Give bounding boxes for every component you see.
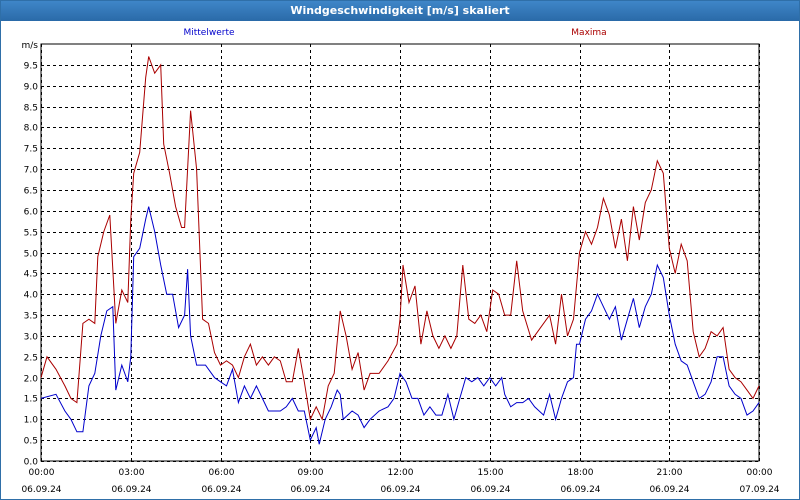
y-tick-label: 4.5 [24, 270, 38, 280]
x-tick-date: 06.09.24 [560, 485, 600, 495]
y-tick-label: 1.5 [24, 395, 38, 405]
y-axis-unit: m/s [22, 41, 39, 51]
x-tick-time: 06:00 [209, 468, 235, 478]
x-tick-date: 07.09.24 [739, 485, 779, 495]
plot-area [40, 43, 760, 462]
x-tick-date: 06.09.24 [380, 485, 420, 495]
y-tick-label: 3.0 [24, 333, 39, 343]
x-tick-time: 21:00 [657, 468, 683, 478]
legend-label-mittelwerte: Mittelwerte [183, 28, 234, 38]
y-tick-label: 8.5 [24, 104, 38, 114]
y-tick-label: 7.0 [24, 166, 39, 176]
legend-label-maxima: Maxima [571, 28, 606, 38]
x-tick-date: 06.09.24 [21, 485, 61, 495]
y-tick-label: 1.0 [24, 416, 39, 426]
x-tick-time: 09:00 [298, 468, 324, 478]
y-tick-label: 9.5 [24, 62, 38, 72]
y-tick-label: 2.5 [24, 354, 38, 364]
y-tick-label: 9.0 [24, 83, 39, 93]
y-tick-label: 0.5 [24, 437, 38, 447]
x-tick-time: 00:00 [29, 468, 55, 478]
y-tick-label: 7.5 [24, 145, 38, 155]
y-tick-label: 6.5 [24, 187, 38, 197]
window-title: Windgeschwindigkeit [m/s] skaliert [1, 1, 799, 21]
y-tick-label: 2.0 [24, 375, 39, 385]
x-tick-date: 06.09.24 [470, 485, 510, 495]
y-tick-label: 6.0 [24, 208, 39, 218]
y-tick-label: 4.0 [24, 291, 39, 301]
y-tick-label: 3.5 [24, 312, 38, 322]
y-tick-label: 5.0 [24, 250, 39, 260]
x-tick-date: 06.09.24 [649, 485, 689, 495]
y-tick-label: 5.5 [24, 229, 38, 239]
series-line-maxima [40, 56, 760, 421]
x-tick-time: 03:00 [119, 468, 145, 478]
x-tick-time: 00:00 [747, 468, 773, 478]
x-tick-date: 06.09.24 [111, 485, 151, 495]
y-tick-label: 0.0 [24, 458, 39, 468]
series-line-mittelwerte [40, 206, 760, 445]
x-tick-time: 15:00 [478, 468, 504, 478]
x-tick-date: 06.09.24 [201, 485, 241, 495]
y-tick-label: 8.0 [24, 124, 39, 134]
x-tick-time: 18:00 [568, 468, 594, 478]
x-tick-date: 06.09.24 [290, 485, 330, 495]
x-tick-time: 12:00 [388, 468, 414, 478]
